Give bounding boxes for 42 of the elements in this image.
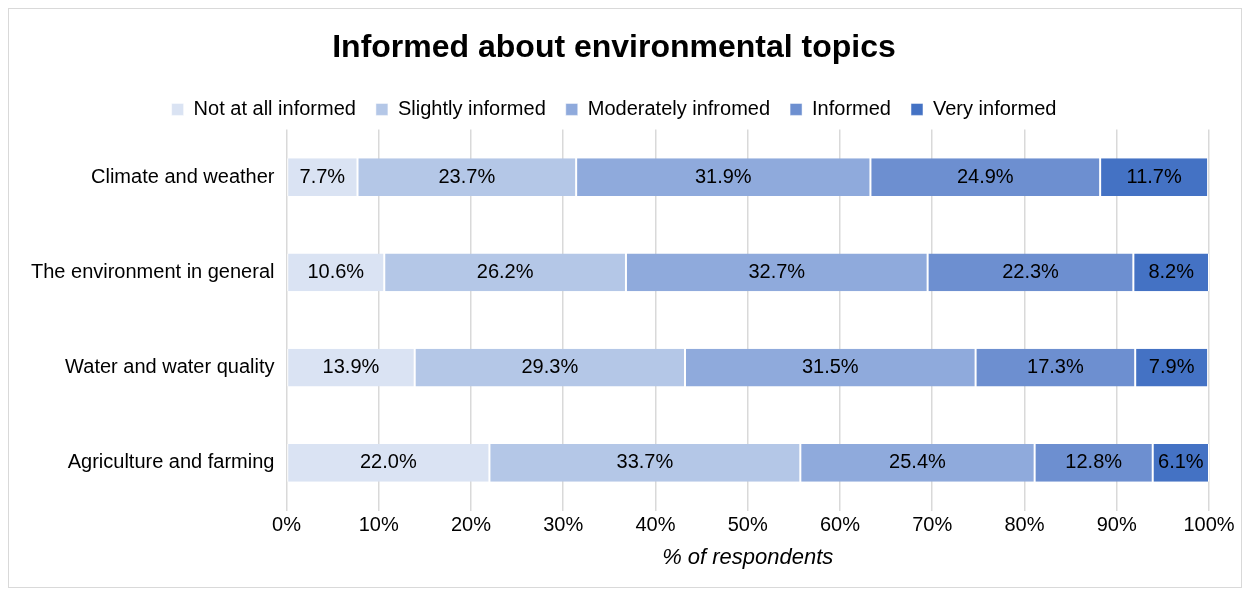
data-label: 22.3% bbox=[1002, 259, 1060, 282]
data-label: 10.6% bbox=[307, 259, 365, 282]
data-label: 24.9% bbox=[956, 164, 1014, 187]
legend-label: Very informed bbox=[932, 96, 1057, 119]
y-tick-label: Climate and weather bbox=[91, 164, 275, 187]
data-label: 7.9% bbox=[1148, 355, 1195, 378]
x-tick-label: 80% bbox=[1004, 513, 1045, 536]
y-tick-label: The environment in general bbox=[30, 259, 275, 282]
data-label: 23.7% bbox=[438, 164, 496, 187]
x-tick-label: 60% bbox=[819, 513, 861, 536]
data-label: 26.2% bbox=[476, 259, 534, 282]
chart-title: Informed about environmental topics bbox=[332, 28, 896, 65]
x-tick-label: 70% bbox=[912, 513, 953, 536]
data-label: 22.0% bbox=[359, 450, 417, 473]
data-label: 31.5% bbox=[801, 355, 859, 378]
data-label: 13.9% bbox=[322, 355, 380, 378]
data-label: 7.7% bbox=[299, 164, 346, 187]
data-label: 17.3% bbox=[1027, 355, 1084, 378]
x-tick-label: 20% bbox=[450, 513, 492, 536]
y-tick-label: Water and water quality bbox=[65, 355, 275, 378]
legend-label: Moderately infromed bbox=[587, 96, 771, 119]
data-label: 29.3% bbox=[521, 355, 579, 378]
legend-label: Not at all informed bbox=[193, 96, 356, 119]
y-tick-label: Agriculture and farming bbox=[67, 450, 275, 473]
data-label: 6.1% bbox=[1158, 450, 1204, 473]
x-tick-label: 50% bbox=[727, 513, 768, 536]
data-label: 25.4% bbox=[889, 450, 947, 473]
x-tick-label: 40% bbox=[635, 513, 676, 536]
x-tick-label: 100% bbox=[1183, 513, 1235, 536]
data-label: 8.2% bbox=[1148, 259, 1195, 282]
legend-label: Slightly informed bbox=[397, 96, 546, 119]
data-label: 33.7% bbox=[616, 450, 674, 473]
x-tick-label: 90% bbox=[1096, 513, 1137, 536]
data-label: 32.7% bbox=[748, 259, 806, 282]
legend-label: Informed bbox=[812, 96, 891, 119]
x-tick-label: 10% bbox=[358, 513, 399, 536]
x-tick-label: 0% bbox=[272, 513, 302, 536]
data-label: 12.8% bbox=[1065, 450, 1123, 473]
data-label: 31.9% bbox=[694, 164, 752, 187]
x-axis-title: % of respondents bbox=[662, 543, 834, 569]
x-tick-label: 30% bbox=[543, 513, 584, 536]
data-label: 11.7% bbox=[1126, 164, 1182, 187]
